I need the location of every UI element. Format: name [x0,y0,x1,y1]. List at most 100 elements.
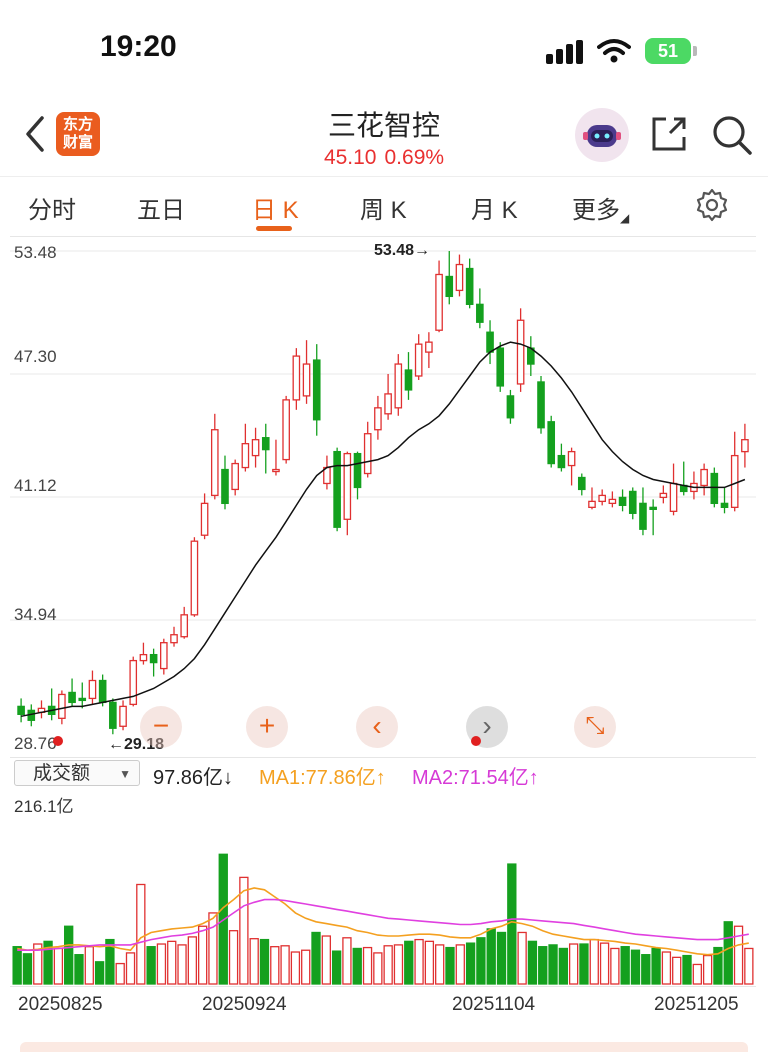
tab-monthly-k[interactable]: 月 K [471,197,518,224]
volume-bar [146,946,156,985]
volume-bar [33,943,43,985]
volume-bar [713,946,723,985]
fullscreen-button[interactable]: ⤡ [574,706,616,748]
pan-right-button[interactable]: › [466,706,508,748]
event-dot[interactable] [53,736,63,746]
candle-body [588,500,596,508]
volume-bar [249,938,259,985]
tab-intraday[interactable]: 分时 [28,197,76,224]
candle-body [598,494,606,503]
volume-bar [568,943,579,985]
volume-chart[interactable]: 216.1亿 [10,790,756,987]
candle-body [200,502,209,536]
candle-body [272,468,280,473]
candle-body [496,347,505,387]
volume-bar [404,940,414,985]
logo-line1: 东方 [62,116,93,133]
volume-bar [527,940,538,985]
volume-bar [321,935,331,985]
kline-svg [10,250,756,735]
volume-bar [43,940,53,985]
volume-bar [64,925,74,985]
candle-body [465,267,474,305]
volume-bar [610,947,620,985]
y-label-3: 41.12 [14,476,57,495]
pan-left-button[interactable]: ‹ [356,706,398,748]
tab-weekly-k[interactable]: 周 K [360,197,407,224]
zoom-in-button[interactable]: + [246,706,288,748]
robot-avatar-icon[interactable] [575,108,629,162]
candle-body [414,343,423,377]
candle-body [618,496,627,507]
logo-line2: 财富 [62,134,93,151]
volume-indicator-label: 成交额 [33,763,91,784]
search-icon[interactable] [710,113,754,157]
candle-body [374,407,382,431]
candle-body [720,502,729,508]
volume-bar [331,950,342,985]
ma-line [20,341,746,718]
volume-bar [125,952,136,985]
candle-body [119,705,127,727]
back-chevron-icon[interactable] [18,112,54,156]
candle-body [58,693,66,719]
x-label-2: 20250924 [202,994,287,1015]
kline-chart[interactable]: 53.48 47.30 41.12 34.94 28.76 53.48→ ←29… [10,236,756,758]
event-dot[interactable] [471,736,481,746]
volume-bar [259,938,270,985]
gear-icon[interactable] [694,187,730,223]
volume-bar [672,956,682,985]
volume-bar [589,938,599,985]
candle-body [17,705,25,715]
x-label-1: 20250825 [18,994,103,1015]
candle-body [109,701,117,729]
volume-bar [373,952,383,985]
candle-body [180,614,189,638]
volume-svg [12,853,754,985]
candle-body [700,468,708,487]
volume-bar [352,947,362,985]
volume-bar [538,946,548,985]
volume-ma2-line [17,898,749,951]
volume-bar [239,876,249,985]
volume-bar [599,942,610,985]
volume-bar [12,946,22,985]
candle-body [649,506,657,510]
bottom-panel-edge [20,1042,748,1052]
tab-five-day[interactable]: 五日 [137,197,185,224]
candle-body [710,472,719,505]
y-label-4: 34.94 [14,605,57,624]
tab-more-label: 更多 [572,197,620,224]
volume-bar [115,962,125,985]
candle-body [608,498,617,505]
volume-indicator-select[interactable]: 成交额 ▼ [14,760,140,786]
share-icon[interactable] [648,113,690,155]
candle-body [241,443,250,469]
volume-bar [270,946,280,985]
candle-body [190,540,199,616]
status-time: 19:20 [100,30,177,63]
volume-bar [187,936,198,985]
candle-body [547,421,556,465]
candle-body [78,697,87,702]
volume-bar [455,944,465,985]
y-label-bottom: 28.76 [14,734,57,753]
volume-bar [74,954,84,985]
volume-bar [445,946,455,985]
more-caret-icon: ◢ [620,211,630,225]
candle-body [669,482,678,512]
candle-body [394,363,403,409]
volume-bar [208,912,218,985]
volume-bar [661,951,672,985]
candle-body [567,450,576,467]
candle-body [312,359,321,421]
stock-change-pct: 0.69% [384,146,445,169]
stock-price: 45.10 [323,146,377,169]
volume-bar [486,928,496,985]
tab-more[interactable]: 更多◢ [572,190,629,225]
volume-bar [651,947,661,985]
zoom-out-button[interactable]: − [140,706,182,748]
volume-bar [393,944,404,985]
tab-daily-k[interactable]: 日 K [252,197,299,224]
stock-name: 三花智控 [327,110,440,141]
